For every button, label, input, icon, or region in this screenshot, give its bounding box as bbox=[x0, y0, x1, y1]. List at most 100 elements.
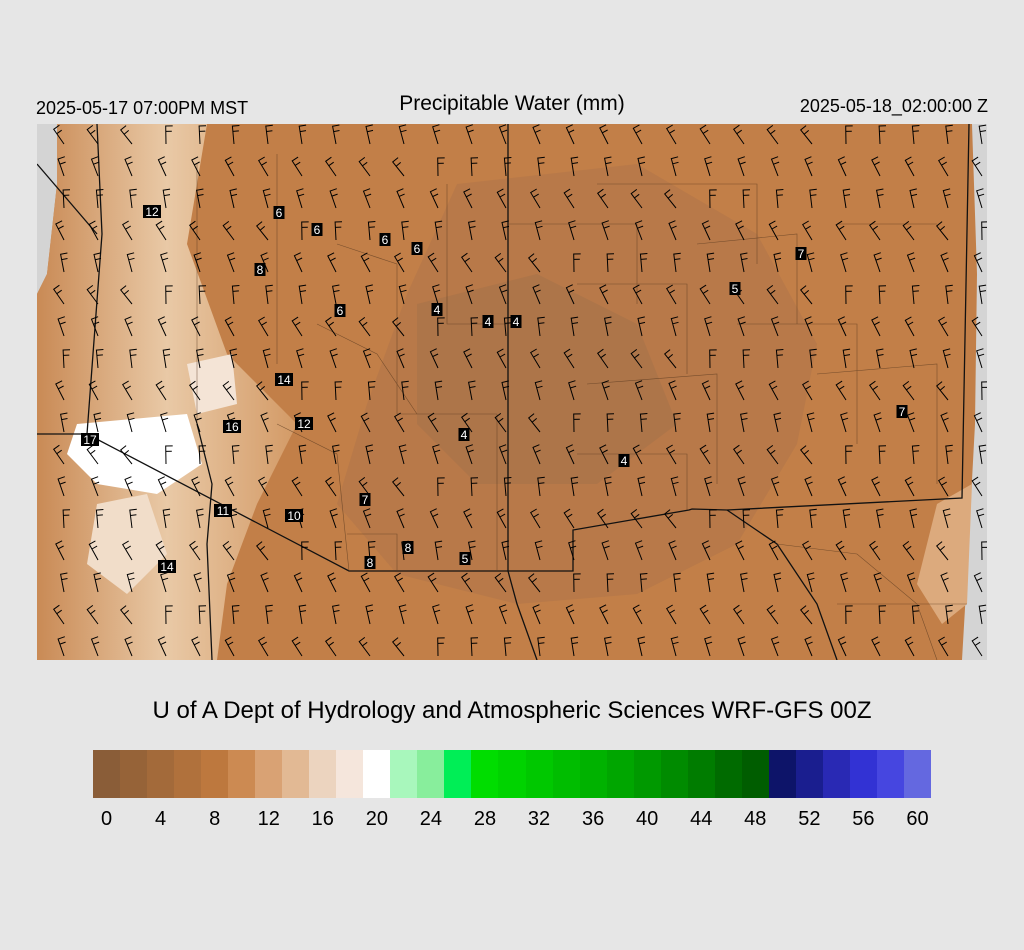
station-value: 6 bbox=[273, 206, 285, 220]
wind-barb bbox=[60, 252, 68, 273]
wind-barb bbox=[367, 381, 376, 401]
wind-barb bbox=[770, 156, 780, 177]
wind-barb bbox=[599, 604, 609, 625]
wind-barb bbox=[360, 572, 371, 593]
wind-barb bbox=[534, 540, 543, 561]
wind-barb bbox=[634, 380, 644, 401]
wind-barb bbox=[155, 380, 167, 401]
wind-barb bbox=[673, 252, 681, 273]
wind-barb bbox=[365, 444, 374, 465]
wind-barb bbox=[733, 124, 745, 145]
wind-barb bbox=[53, 444, 65, 465]
wind-barb bbox=[876, 188, 884, 209]
legend-swatch bbox=[768, 750, 796, 798]
station-value: 8 bbox=[402, 541, 414, 555]
wind-barb bbox=[362, 508, 372, 529]
wind-barb bbox=[938, 156, 949, 177]
wind-barb bbox=[976, 508, 985, 529]
station-value: 4 bbox=[431, 303, 443, 317]
wind-barb bbox=[775, 189, 784, 209]
wind-barb bbox=[597, 188, 609, 209]
wind-barb bbox=[706, 252, 715, 273]
wind-barb bbox=[639, 573, 648, 593]
wind-barb bbox=[358, 477, 371, 497]
wind-barb bbox=[768, 540, 779, 561]
station-value: 8 bbox=[364, 556, 376, 570]
wind-barb bbox=[222, 541, 235, 561]
wind-barb bbox=[86, 605, 99, 625]
svg-text:12: 12 bbox=[297, 417, 311, 431]
wind-barb bbox=[840, 412, 849, 433]
wind-barb bbox=[470, 637, 479, 657]
wind-barb bbox=[367, 541, 376, 561]
wind-barb bbox=[296, 348, 305, 369]
wind-barb bbox=[465, 444, 474, 465]
wind-barb bbox=[709, 349, 717, 369]
wind-barb bbox=[601, 220, 610, 241]
wind-barb bbox=[804, 316, 813, 337]
wind-barb bbox=[845, 125, 853, 145]
wind-barb bbox=[637, 316, 646, 337]
legend-swatch bbox=[147, 750, 175, 798]
station-value: 14 bbox=[158, 560, 176, 574]
wind-barb bbox=[498, 604, 508, 625]
wind-barb bbox=[57, 316, 66, 337]
legend-swatch bbox=[498, 750, 526, 798]
wind-barb bbox=[876, 508, 884, 529]
wind-barb bbox=[193, 572, 202, 593]
wind-barb bbox=[329, 508, 338, 529]
legend-swatch bbox=[417, 750, 445, 798]
wind-barb bbox=[869, 380, 881, 401]
wind-barb bbox=[799, 125, 813, 145]
outside-domain-west bbox=[37, 124, 62, 294]
station-value: 11 bbox=[214, 504, 232, 518]
wind-barb bbox=[534, 380, 543, 401]
svg-text:7: 7 bbox=[899, 405, 906, 419]
wind-barb bbox=[632, 604, 643, 625]
wind-barb bbox=[570, 636, 579, 657]
wind-barb bbox=[231, 125, 240, 145]
local-time-label: 2025-05-17 07:00PM MST bbox=[36, 98, 249, 118]
svg-text:6: 6 bbox=[337, 304, 344, 318]
wind-barb bbox=[429, 188, 439, 209]
wind-barb bbox=[90, 156, 100, 177]
wind-barb bbox=[432, 124, 441, 145]
wind-barb bbox=[398, 284, 407, 305]
wind-barb bbox=[391, 157, 405, 177]
wind-barb bbox=[766, 445, 779, 465]
wind-barb bbox=[124, 316, 133, 337]
svg-text:4: 4 bbox=[621, 454, 628, 468]
wind-barb bbox=[532, 124, 541, 145]
station-value: 7 bbox=[359, 493, 371, 507]
wind-barb bbox=[945, 444, 953, 465]
wind-barb bbox=[663, 509, 677, 529]
station-value: 6 bbox=[379, 233, 391, 247]
wind-barb bbox=[663, 189, 677, 209]
wind-barb bbox=[496, 188, 507, 209]
wind-barb bbox=[706, 412, 715, 433]
wind-barb bbox=[634, 540, 644, 561]
station-value: 7 bbox=[795, 247, 807, 261]
wind-barb bbox=[935, 541, 949, 561]
wind-barb bbox=[945, 124, 953, 145]
wind-barb bbox=[291, 156, 303, 177]
wind-barb bbox=[670, 476, 679, 497]
wind-barb bbox=[740, 412, 748, 433]
wind-barb bbox=[606, 253, 615, 273]
wind-barb bbox=[224, 156, 235, 177]
wind-barb bbox=[432, 284, 441, 305]
wind-barb bbox=[871, 316, 881, 337]
wind-barb bbox=[709, 509, 717, 529]
wind-barb bbox=[802, 220, 813, 241]
wind-barb bbox=[699, 124, 711, 145]
wind-barb bbox=[666, 604, 677, 625]
wind-barb bbox=[60, 572, 68, 593]
legend-swatch bbox=[363, 750, 391, 798]
wind-barb bbox=[876, 348, 884, 369]
wind-barb bbox=[325, 476, 337, 497]
wind-barb bbox=[804, 636, 813, 657]
svg-text:7: 7 bbox=[362, 493, 369, 507]
wind-barb bbox=[978, 124, 987, 145]
wind-barb bbox=[465, 124, 474, 145]
legend-tick-label: 16 bbox=[311, 808, 334, 830]
